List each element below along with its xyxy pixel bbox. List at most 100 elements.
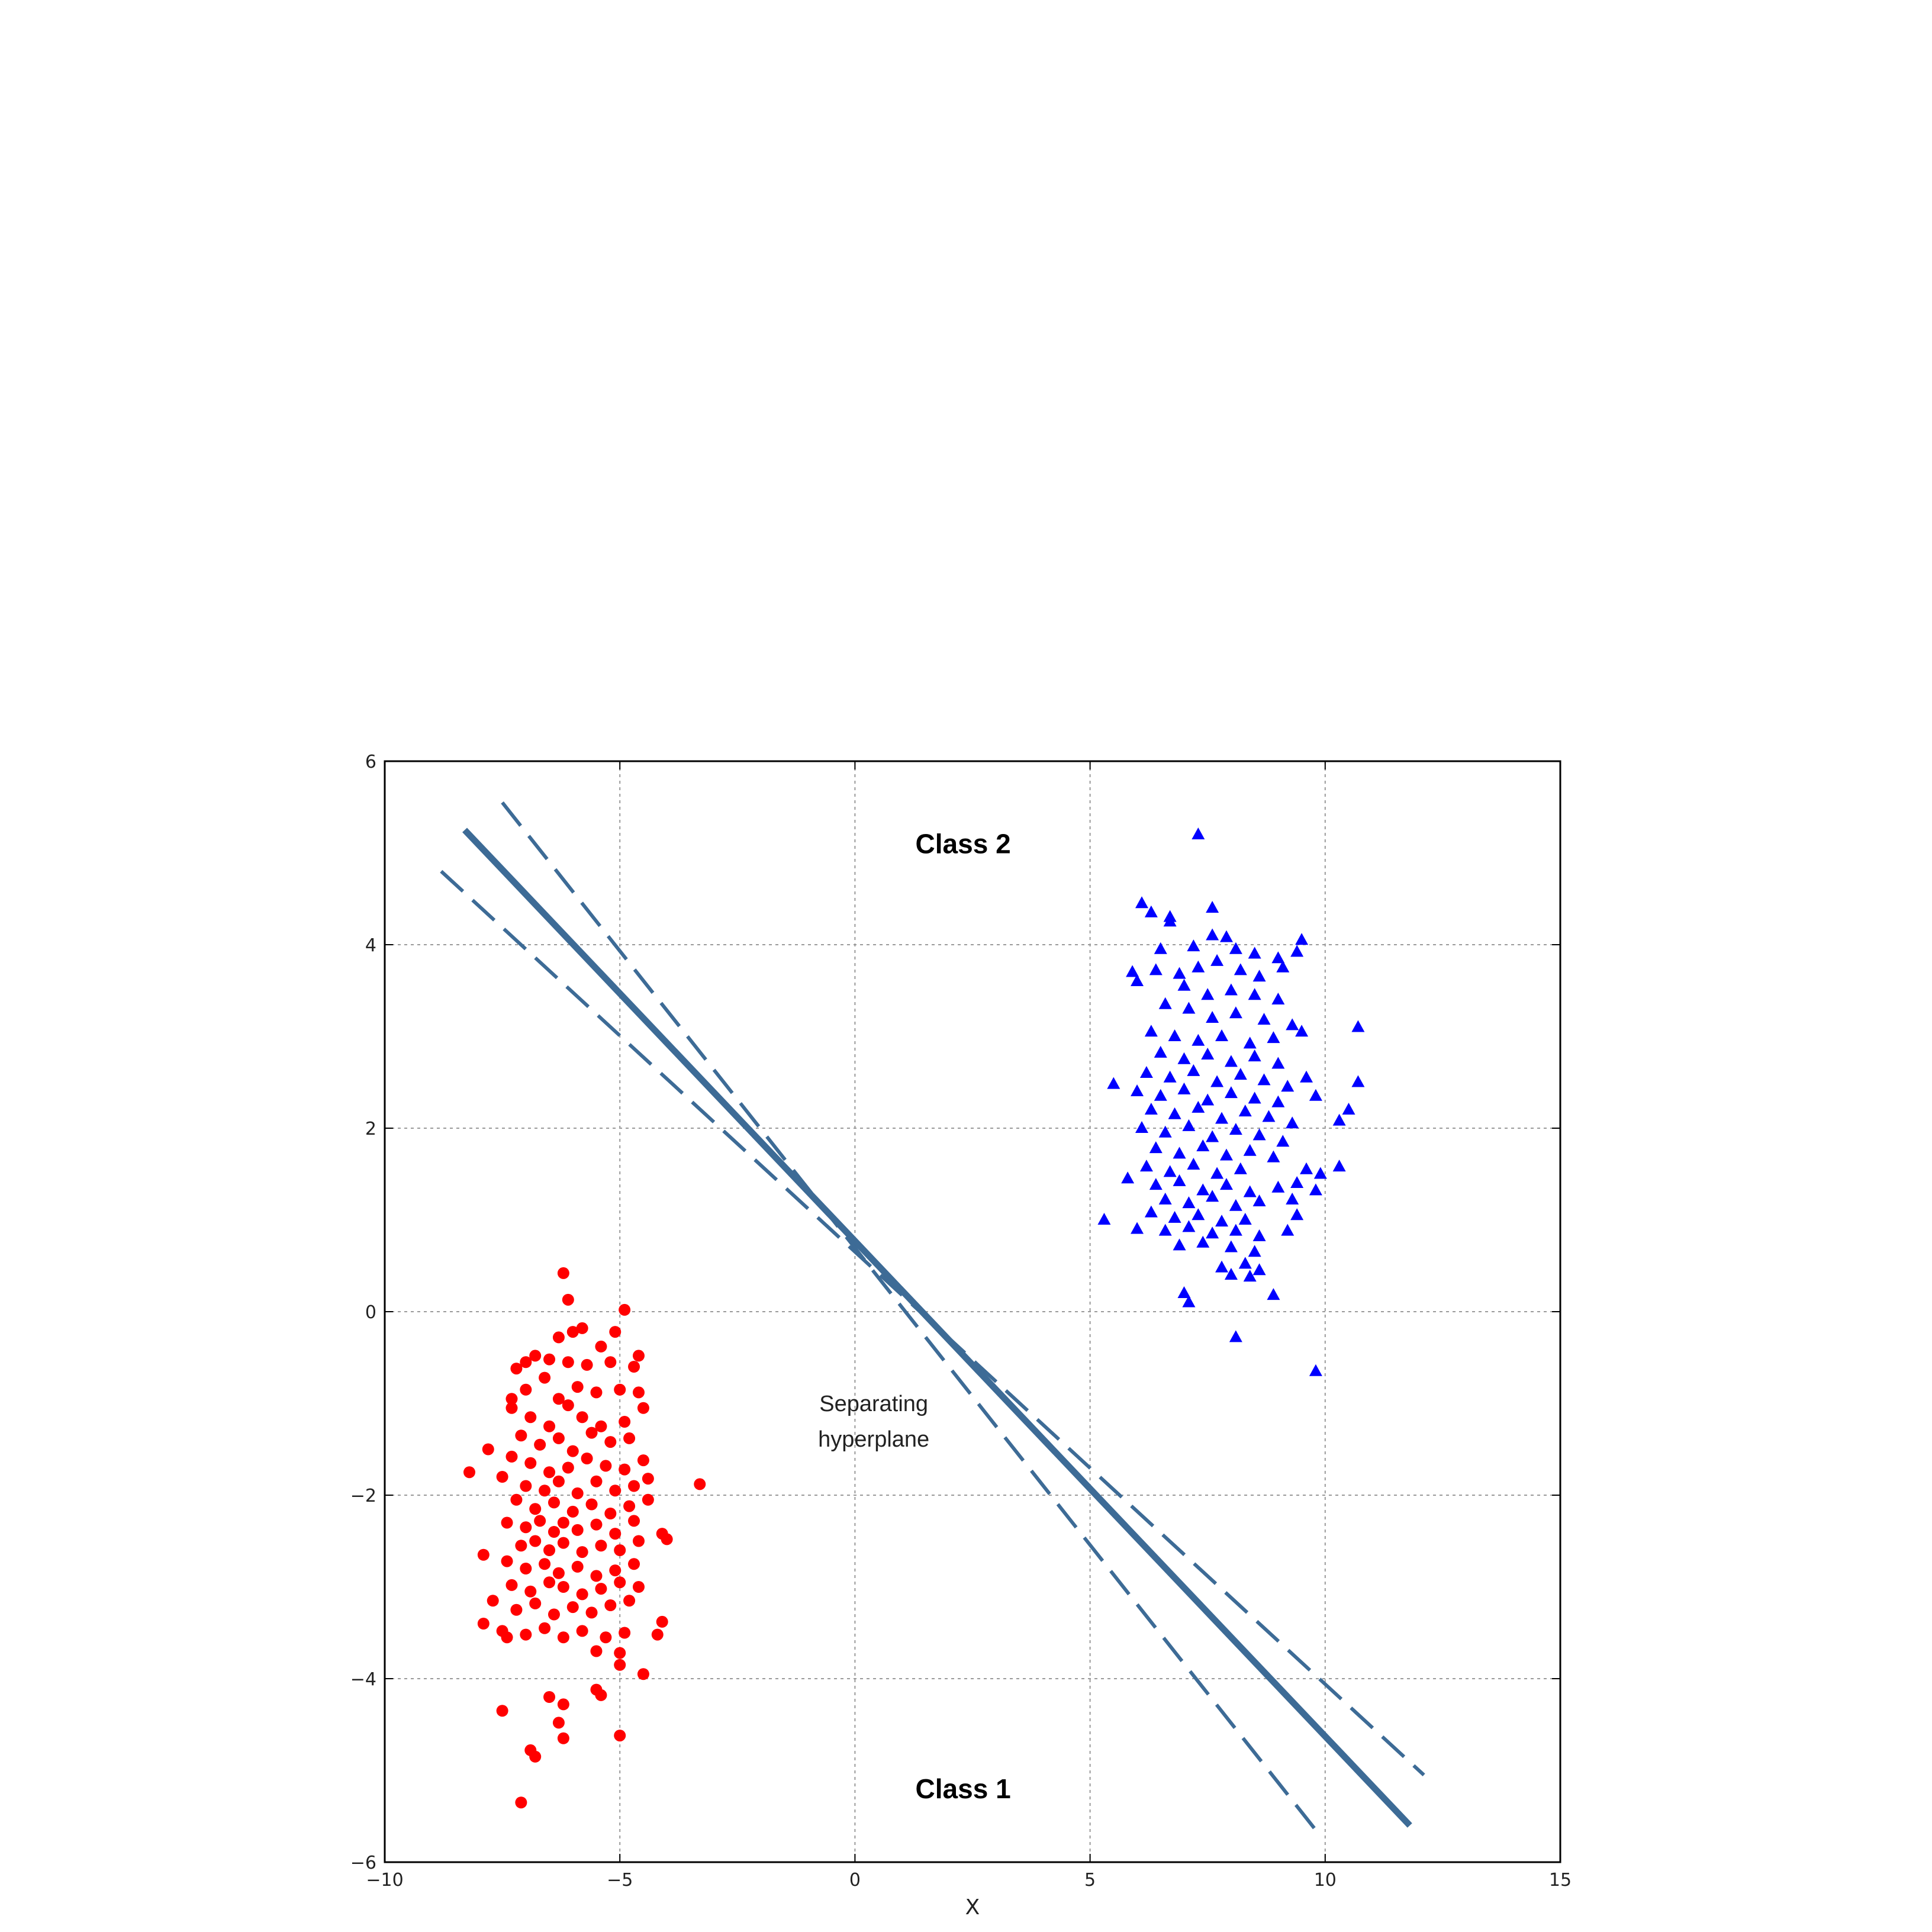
class2-point: [1252, 1194, 1266, 1206]
class2-point: [1267, 1288, 1280, 1300]
class1-point: [604, 1436, 617, 1448]
grid-lines: [385, 761, 1560, 1862]
class2-point: [1215, 1112, 1229, 1124]
class2-point: [1206, 901, 1219, 913]
class1-point: [548, 1496, 560, 1509]
class1-point: [520, 1521, 532, 1534]
x-tick-label: −10: [366, 1870, 403, 1891]
class1-point: [571, 1381, 584, 1393]
class1-point: [505, 1402, 518, 1414]
class1-point: [529, 1750, 542, 1763]
class2-point: [1229, 1330, 1242, 1342]
class2-point: [1238, 1213, 1252, 1225]
class2-point: [1144, 1025, 1158, 1037]
class1-point: [477, 1618, 490, 1630]
class2-point: [1206, 1190, 1219, 1202]
class1-point: [694, 1478, 706, 1490]
class2-point: [1121, 1171, 1135, 1184]
class2-point: [1135, 896, 1148, 909]
data-points: [463, 827, 1365, 1809]
class1-point: [520, 1563, 532, 1574]
class1-point: [623, 1432, 636, 1444]
class2-point: [1224, 1268, 1238, 1280]
class1-point: [529, 1503, 542, 1515]
class1-point: [566, 1326, 579, 1338]
class1-point: [557, 1698, 569, 1711]
class2-point: [1201, 1093, 1215, 1106]
class1-point: [501, 1631, 513, 1644]
class2-point: [1234, 1068, 1247, 1080]
class2-point: [1257, 1013, 1271, 1025]
class2-point: [1243, 1185, 1257, 1197]
class1-point: [520, 1480, 532, 1492]
class2-point: [1224, 1240, 1238, 1252]
class1-label: Class 1: [916, 1773, 1011, 1804]
class1-point: [604, 1356, 617, 1368]
class2-label: Class 2: [916, 829, 1011, 859]
class1-point: [585, 1606, 598, 1619]
class2-point: [1252, 1263, 1266, 1276]
class2-point: [1135, 1121, 1148, 1133]
class2-point: [1234, 1162, 1247, 1174]
class2-point: [1144, 1205, 1158, 1218]
class2-point: [1144, 1103, 1158, 1115]
class2-point: [1286, 1116, 1299, 1129]
class1-point: [515, 1540, 527, 1552]
class2-point: [1332, 1113, 1346, 1126]
class2-point: [1313, 1167, 1327, 1179]
class1-point: [477, 1548, 490, 1561]
class2-point: [1173, 1174, 1186, 1186]
x-tick-label: 0: [849, 1870, 861, 1891]
class2-point: [1229, 1006, 1242, 1019]
class2-point: [1267, 1031, 1280, 1044]
class2-point: [1206, 1011, 1219, 1023]
class2-point: [1154, 1045, 1167, 1058]
class1-point: [539, 1622, 551, 1634]
class1-point: [590, 1386, 603, 1399]
class2-point: [1158, 1192, 1172, 1205]
class2-point: [1182, 1220, 1196, 1232]
class1-point: [614, 1730, 626, 1742]
class1-point: [566, 1445, 579, 1457]
class1-point: [557, 1267, 569, 1279]
class1-point: [496, 1471, 508, 1483]
x-axis-title: X: [965, 1895, 980, 1920]
class2-point: [1300, 1162, 1313, 1174]
class2-point: [1196, 1235, 1210, 1248]
class2-point: [1201, 1048, 1215, 1060]
class1-point: [520, 1356, 532, 1368]
class1-point: [552, 1717, 565, 1729]
class1-point: [543, 1353, 556, 1366]
class2-point: [1262, 1110, 1276, 1122]
hyperplane-lines: [440, 801, 1425, 1831]
class1-point: [552, 1475, 565, 1487]
class1-point: [632, 1386, 645, 1399]
class2-point: [1276, 960, 1290, 973]
class2-point: [1182, 1119, 1196, 1131]
class1-point: [614, 1383, 626, 1396]
class1-point: [619, 1416, 631, 1428]
y-tick-label: 0: [365, 1302, 376, 1323]
class2-point: [1196, 1183, 1210, 1196]
class2-point: [1243, 1270, 1257, 1282]
class2-point: [1286, 1018, 1299, 1031]
margin-line: [501, 801, 1318, 1831]
class2-point: [1229, 942, 1242, 954]
class1-point: [524, 1411, 537, 1424]
class2-point: [1139, 1160, 1153, 1172]
class1-point: [552, 1393, 565, 1405]
class1-point: [609, 1485, 622, 1497]
class1-point: [557, 1537, 569, 1549]
class2-point: [1300, 1070, 1313, 1083]
class2-point: [1271, 951, 1285, 964]
class2-point: [1234, 963, 1247, 975]
hyperplane-label-line1: Separating: [819, 1392, 928, 1416]
x-tick-label: 5: [1084, 1870, 1096, 1891]
class1-point: [661, 1533, 673, 1545]
x-tick-label: 10: [1314, 1870, 1337, 1891]
class1-point: [529, 1535, 542, 1547]
class1-point: [548, 1608, 560, 1621]
class1-point: [628, 1480, 640, 1492]
class1-point: [524, 1585, 537, 1598]
class2-point: [1252, 1229, 1266, 1241]
